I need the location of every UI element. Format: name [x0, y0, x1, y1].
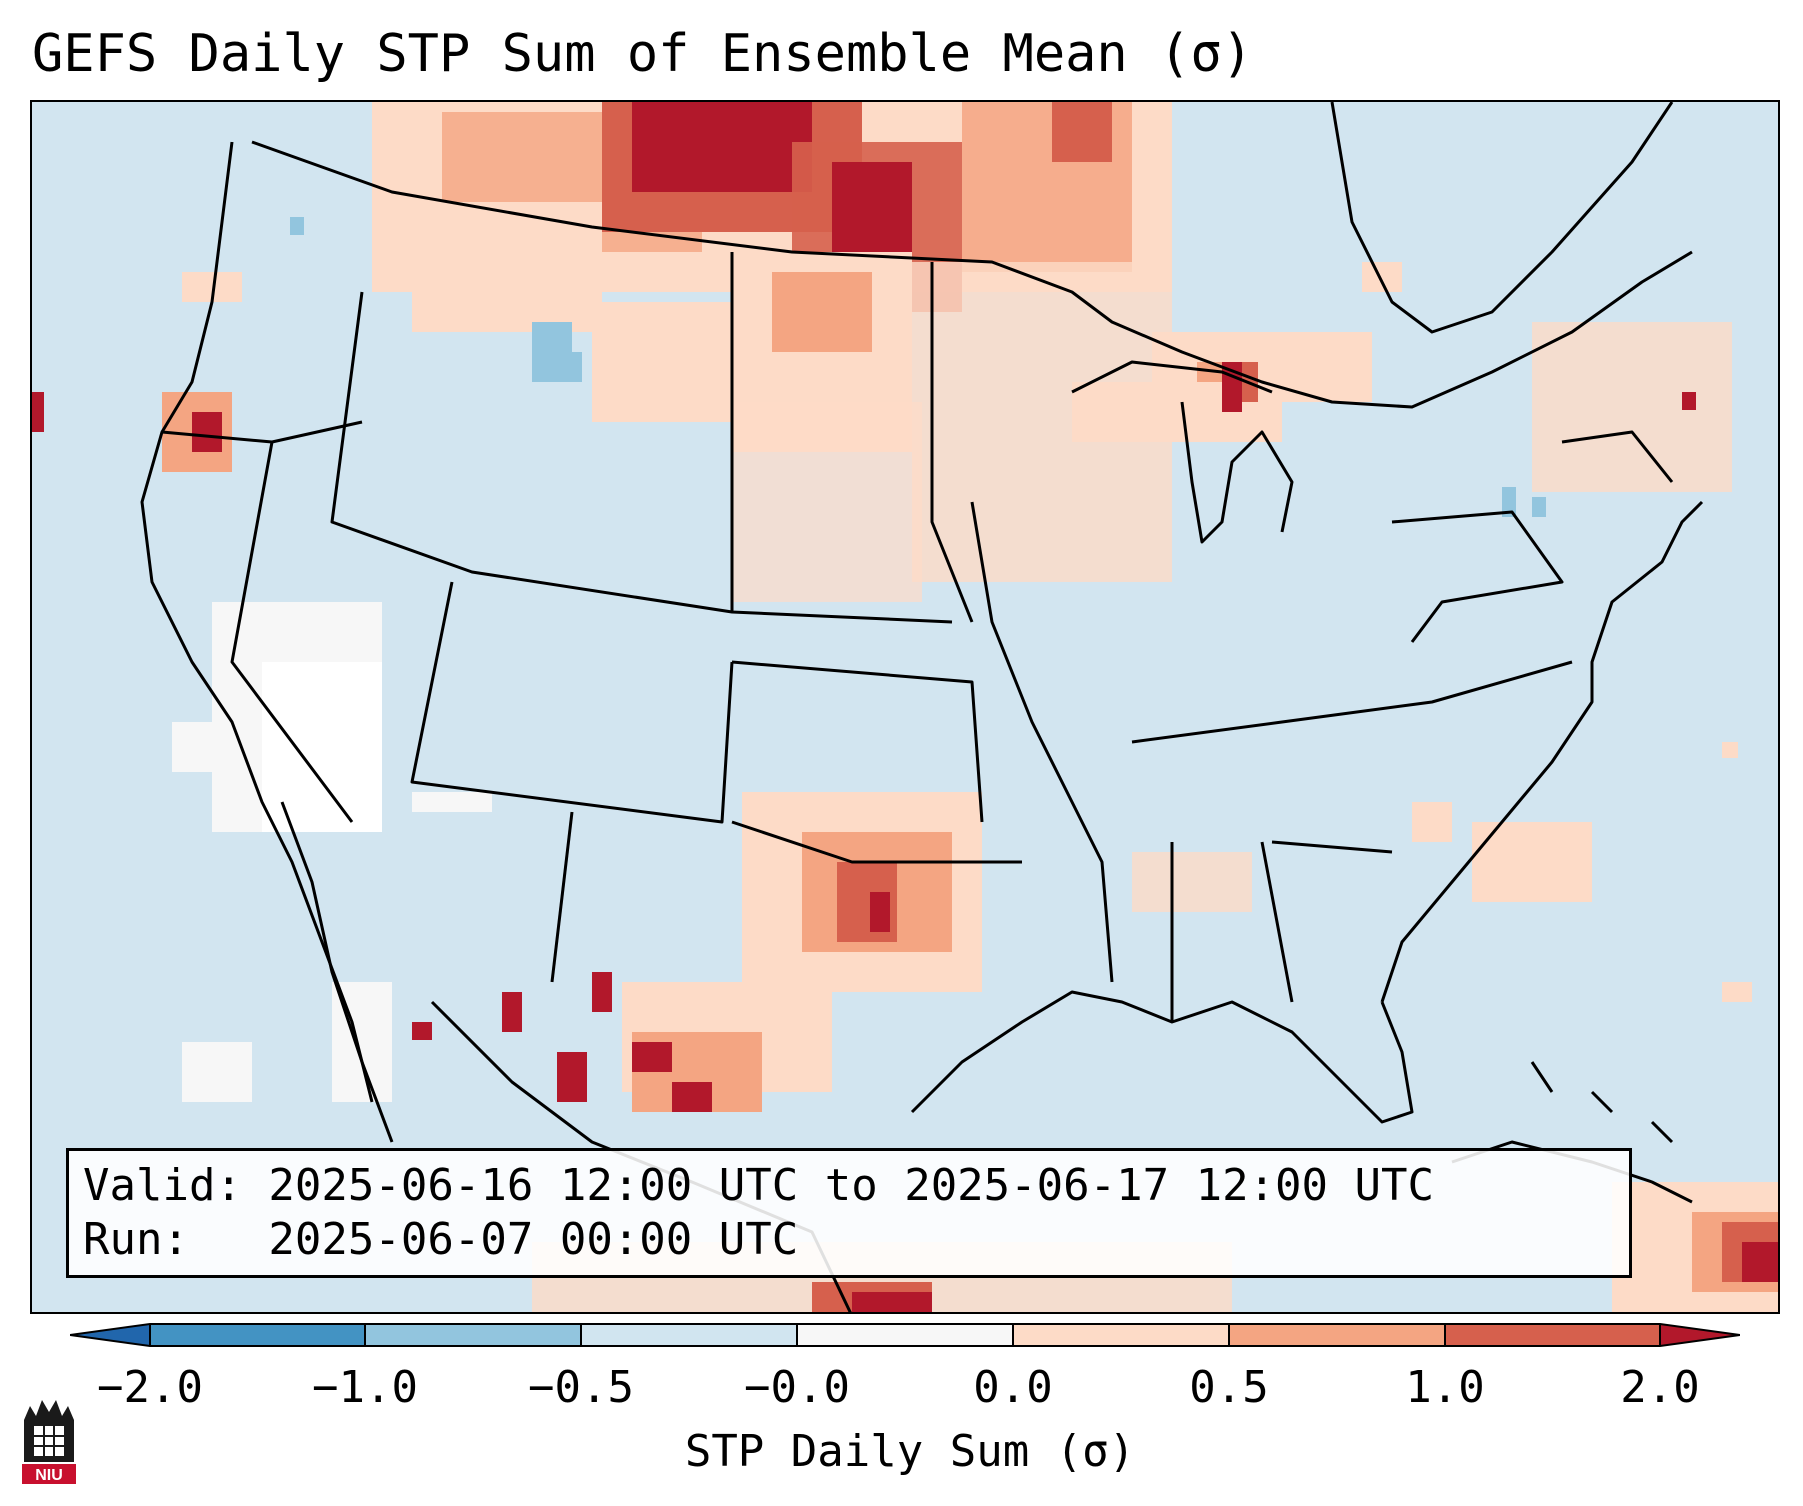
- colorbar-extend-high: [1660, 1324, 1740, 1346]
- mississippi-river: [970, 501, 1114, 983]
- borders: [140, 102, 1704, 1312]
- validity-info-box: Valid: 2025-06-16 12:00 UTC to 2025-06-1…: [66, 1148, 1632, 1278]
- colorbar-bin-6: [1229, 1324, 1445, 1346]
- neutral-southwest: [172, 602, 492, 1102]
- gulf-coast: [910, 990, 1414, 1124]
- us-canada-border: [251, 140, 1693, 409]
- baja-peninsula: [280, 801, 394, 1143]
- map-panel: [30, 100, 1780, 1314]
- colorbar: [70, 1323, 1740, 1347]
- colorbar-bin-4: [797, 1324, 1013, 1346]
- nevada-border: [230, 441, 354, 823]
- colorbar-tick-label: 0.5: [1189, 1362, 1269, 1413]
- anomaly-caribbean: [1612, 1182, 1778, 1312]
- bahamas: [1530, 1061, 1674, 1144]
- mn-line: [930, 262, 974, 623]
- canada-east-coast: [1330, 102, 1674, 334]
- colorbar-bin-1: [150, 1324, 365, 1346]
- colorbar-bin-7: [1445, 1324, 1660, 1346]
- great-lakes-michigan: [1180, 401, 1294, 544]
- colorbar-bin-3: [581, 1324, 797, 1346]
- colorbar-tick-label: −0.0: [744, 1362, 850, 1413]
- rockies-line: [330, 291, 953, 624]
- utah-colorado: [410, 581, 734, 824]
- colorbar-tick-label: −1.0: [312, 1362, 418, 1413]
- colorbar-extend-low: [70, 1324, 150, 1346]
- colorbar-bin-2: [365, 1324, 581, 1346]
- east-coast: [1380, 500, 1704, 1003]
- great-lakes-superior: [1071, 360, 1273, 394]
- northeast-states: [1391, 430, 1674, 643]
- colorbar-title: STP Daily Sum (σ): [684, 1426, 1136, 1477]
- ohio-valley: [1131, 660, 1573, 744]
- se-states: [1170, 840, 1393, 1022]
- colorbar-tick-label: −0.5: [528, 1362, 634, 1413]
- ok-tx-line: [731, 820, 1022, 864]
- colorbar-tick-label: 0.0: [973, 1362, 1053, 1413]
- ne-ks-line: [731, 660, 984, 823]
- colorbar-bin-5: [1013, 1324, 1229, 1346]
- map-title: GEFS Daily STP Sum of Ensemble Mean (σ): [32, 24, 1253, 84]
- nm-tx-line: [550, 811, 574, 983]
- logo-text: NIU: [35, 1467, 63, 1484]
- west-coast: [140, 141, 374, 1103]
- colorbar-tick-label: 2.0: [1620, 1362, 1700, 1413]
- valid-time-text: Valid: 2025-06-16 12:00 UTC to 2025-06-1…: [83, 1160, 1435, 1211]
- niu-logo-icon: NIU: [22, 1400, 76, 1484]
- anomaly-north-central: [732, 262, 1732, 602]
- colorbar-tick-label: 1.0: [1405, 1362, 1485, 1413]
- colorbar-tick-label: −2.0: [97, 1362, 203, 1413]
- colorbar-ticks: [149, 1324, 1661, 1346]
- run-time-text: Run: 2025-06-07 00:00 UTC: [83, 1214, 799, 1265]
- map-canvas: [32, 102, 1778, 1312]
